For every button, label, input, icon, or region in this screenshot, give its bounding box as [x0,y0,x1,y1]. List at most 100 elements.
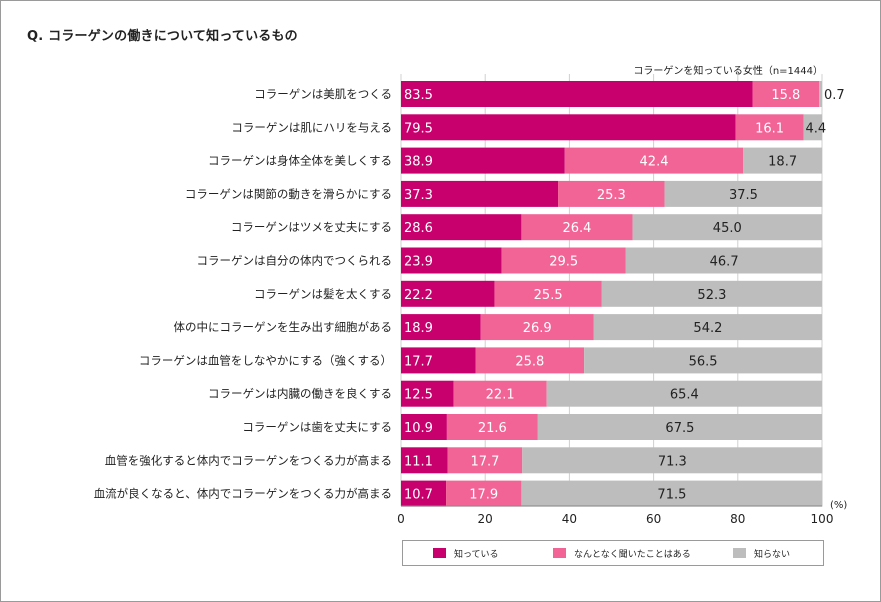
bar-segment-vaguely [752,81,820,107]
data-label: 11.1 [404,454,433,469]
data-label: 18.9 [404,321,433,336]
bar-segment-know [401,280,495,307]
bar-segment-vaguely [446,480,522,507]
data-label: 45.0 [713,221,742,236]
legend-swatch-unknown [733,548,746,558]
category-label: コラーゲンは髪を太くする [254,287,392,301]
bar-segment-unknown [664,180,823,207]
bar-segment-vaguely [558,180,665,207]
bar-segment-vaguely [480,314,594,341]
data-label: 10.7 [404,488,433,503]
legend: 知っている なんとなく聞いたことはある 知らない [402,540,824,566]
bar-segment-vaguely [521,214,633,241]
legend-label-know: 知っている [454,549,499,560]
data-label: 83.5 [404,88,433,103]
data-label: 25.8 [515,354,544,369]
data-label: 42.4 [640,155,669,170]
x-tick-label: 20 [478,512,493,526]
data-label: 46.7 [710,255,739,270]
bar-segment-know [401,447,448,474]
bar-segment-know [401,247,502,274]
bar-segment-unknown [601,280,822,307]
data-label: 17.7 [404,354,433,369]
data-label: 54.2 [693,321,722,336]
data-label: 67.5 [665,421,694,436]
data-label: 65.4 [670,388,699,403]
data-label: 23.9 [404,255,433,270]
category-label: コラーゲンは内臓の働きを良くする [208,387,392,401]
legend-item-unknown: 知らない [733,546,790,560]
x-tick-label: 80 [730,512,745,526]
x-tick-label: 100 [811,512,834,526]
bar-segment-vaguely [446,414,538,440]
x-tick-label: 40 [562,512,577,526]
bar-segment-unknown [537,414,822,440]
category-label: コラーゲンは歯を丈夫にする [242,420,392,434]
data-label: 18.7 [768,155,797,170]
data-label: 38.9 [404,155,433,170]
data-label: 56.5 [689,354,718,369]
category-label: コラーゲンは関節の動きを滑らかにする [185,187,392,201]
sample-note: コラーゲンを知っている女性（n=1444） [633,66,823,77]
category-label: コラーゲンは肌にハリを与える [231,120,392,134]
data-label: 26.4 [563,221,592,236]
data-label: 37.5 [729,188,758,203]
data-label: 16.1 [755,121,784,136]
bar-segment-vaguely [501,247,626,274]
data-label: 10.9 [404,421,433,436]
x-tick-label: 0 [397,512,405,526]
bar-segment-unknown [743,147,822,174]
data-label: 71.5 [657,488,686,503]
chart-title: Q. コラーゲンの働きについて知っているもの [27,29,298,44]
category-label: コラーゲンは自分の体内でつくられる [197,254,393,268]
axis-unit: (%) [830,500,848,511]
bar-segment-know [401,414,447,440]
legend-label-vaguely: なんとなく聞いたことはある [574,549,691,560]
legend-item-know: 知っている [433,546,499,560]
bar-segment-vaguely [453,380,547,407]
category-label: 体の中にコラーゲンを生み出す細胞がある [174,320,393,334]
bar-segment-unknown [522,447,823,474]
bar-segment-vaguely [564,147,744,174]
data-label: 21.6 [478,421,507,436]
category-label: コラーゲンは身体全体を美しくする [208,154,392,168]
data-label: 28.6 [404,221,433,236]
legend-item-vaguely: なんとなく聞いたことはある [553,546,691,560]
bar-segment-know [401,214,522,241]
data-label: 37.3 [404,188,433,203]
bar-segment-know [401,180,559,207]
data-label: 17.9 [469,488,498,503]
bar-segment-know [401,380,454,407]
bar-segment-unknown [803,114,822,141]
bar-segment-know [401,347,476,374]
bar-segment-unknown [625,247,823,274]
data-label: 22.1 [486,388,515,403]
data-label: 12.5 [404,388,433,403]
data-label: 29.5 [549,255,578,270]
bar-segment-vaguely [735,114,804,141]
bar-segment-know [401,81,753,107]
legend-label-unknown: 知らない [754,549,791,560]
bar-segment-unknown [521,480,823,507]
legend-swatch-vaguely [553,548,566,558]
bar-segment-unknown [546,380,822,407]
data-label: 52.3 [697,288,726,303]
data-label: 4.4 [805,121,826,136]
legend-swatch-know [433,548,446,558]
category-label: コラーゲンは美肌をつくる [254,87,392,101]
data-label: 79.5 [404,121,433,136]
data-label: 71.3 [658,454,687,469]
category-label: コラーゲンは血管をしなやかにする（強くする） [139,353,392,367]
bar-segment-know [401,147,565,174]
bar-segment-know [401,314,481,341]
data-label: 25.3 [597,188,626,203]
data-label: 15.8 [771,88,800,103]
category-label: 血管を強化すると体内でコラーゲンをつくる力が高まる [105,453,392,467]
bar-segment-unknown [819,81,822,107]
category-label: 血流が良くなると、体内でコラーゲンをつくる力が高まる [94,487,392,501]
data-label: 0.7 [824,88,845,103]
bar-segment-vaguely [494,280,602,307]
bar-segment-vaguely [475,347,585,374]
bar-segment-unknown [584,347,822,374]
data-label: 25.5 [534,288,563,303]
